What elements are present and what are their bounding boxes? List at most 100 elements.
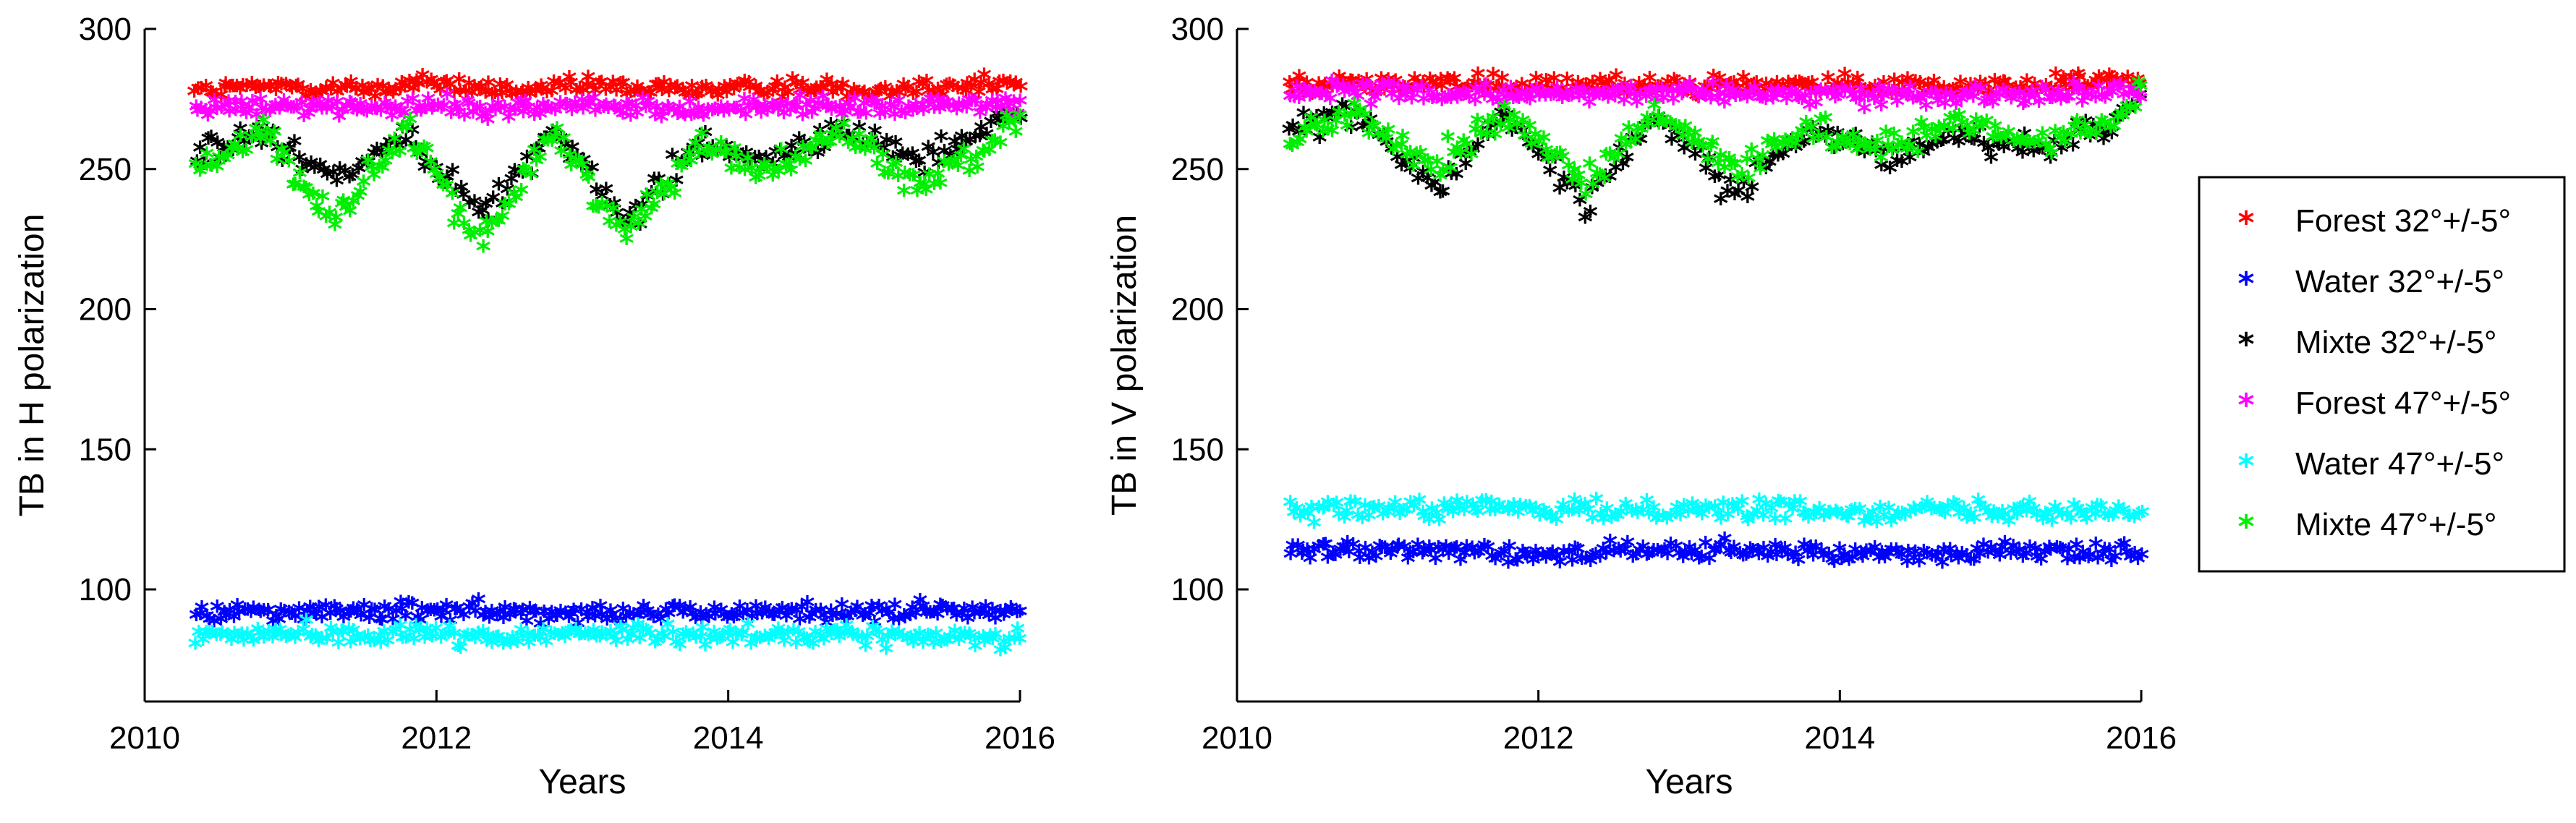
data-point: * (289, 74, 304, 107)
data-point: * (488, 81, 503, 114)
data-point: * (443, 73, 458, 106)
x-tick-label: 2016 (985, 720, 1055, 756)
data-point: * (572, 76, 587, 109)
data-point: * (869, 80, 884, 114)
data-point: * (846, 77, 862, 111)
data-point: * (433, 78, 448, 111)
data-point: * (670, 74, 685, 108)
data-point: * (807, 79, 822, 112)
data-point: * (579, 73, 595, 106)
data-point: * (558, 77, 573, 110)
legend-marker: * (2237, 387, 2254, 424)
data-point: * (522, 82, 537, 116)
data-point: * (245, 71, 260, 104)
x-tick-label: 2014 (1804, 720, 1875, 756)
data-point: * (527, 78, 543, 111)
data-point: * (474, 75, 489, 108)
data-point: * (217, 74, 232, 108)
data-point: * (303, 79, 318, 112)
data-point: * (1013, 103, 1028, 137)
data-point: * (793, 77, 808, 111)
data-point: * (464, 81, 480, 114)
data-point: * (540, 80, 555, 114)
data-point: * (748, 74, 763, 108)
data-point: * (406, 77, 421, 110)
data-point: * (705, 79, 720, 112)
legend-marker: * (2237, 265, 2254, 302)
data-point: * (208, 85, 224, 118)
data-point: * (2134, 542, 2149, 576)
legend-label: Forest 47°+/-5° (2295, 385, 2511, 421)
data-point: * (648, 72, 663, 106)
data-point: * (295, 77, 310, 111)
data-point: * (733, 72, 748, 106)
data-point: * (315, 80, 330, 113)
data-point: * (2133, 74, 2148, 108)
data-point: * (218, 72, 234, 105)
data-point: * (453, 79, 468, 112)
data-point: * (651, 72, 666, 106)
data-point: * (529, 79, 544, 112)
data-point: * (824, 73, 839, 106)
data-points: ****************************************… (1281, 62, 2149, 584)
data-point: * (781, 80, 796, 114)
data-point: * (250, 75, 265, 108)
data-point: * (402, 69, 417, 102)
data-point: * (502, 80, 517, 113)
data-point: * (561, 66, 577, 99)
data-point: * (271, 72, 286, 105)
data-point: * (388, 77, 403, 111)
data-point: * (274, 72, 289, 106)
y-tick-label: 300 (1171, 12, 1224, 47)
data-point: * (318, 76, 333, 109)
x-axis-title: Years (1646, 763, 1733, 801)
data-point: * (213, 83, 229, 116)
data-point: * (330, 80, 345, 114)
data-point: * (305, 82, 320, 116)
data-point: * (668, 76, 683, 109)
data-point: * (592, 71, 607, 104)
data-point: * (955, 77, 970, 110)
data-point: * (663, 74, 679, 107)
data-point: * (504, 82, 519, 116)
data-point: * (586, 74, 601, 108)
data-point: * (896, 72, 911, 106)
data-point: * (788, 72, 804, 105)
data-point: * (451, 67, 467, 101)
data-point: * (472, 77, 487, 110)
data-point: * (521, 77, 536, 110)
data-point: * (958, 79, 974, 112)
data-point: * (623, 80, 638, 114)
data-point: * (839, 85, 854, 119)
data-point: * (349, 77, 364, 110)
data-point: * (930, 77, 945, 110)
data-point: * (480, 71, 496, 104)
data-point: * (375, 74, 391, 108)
data-point: * (803, 81, 818, 114)
data-point: * (785, 67, 800, 100)
data-point: * (2135, 500, 2150, 533)
data-point: * (409, 69, 425, 102)
data-point: * (222, 74, 237, 108)
data-point: * (862, 85, 877, 118)
data-point: * (775, 85, 790, 119)
data-point: * (768, 75, 783, 108)
data-point: * (356, 81, 371, 114)
y-axis-title: TB in H polarization (13, 214, 51, 517)
data-point: * (770, 70, 785, 103)
data-point: * (551, 71, 566, 104)
data-point: * (203, 80, 218, 114)
data-point: * (323, 77, 339, 111)
data-point: * (495, 81, 510, 114)
data-point: * (691, 82, 706, 115)
x-tick-label: 2010 (109, 720, 180, 756)
y-axis-title: TB in V polarization (1105, 215, 1144, 516)
data-point: * (411, 72, 426, 106)
data-point: * (420, 71, 435, 104)
legend-marker: * (2237, 448, 2254, 485)
data-point: * (499, 73, 514, 106)
legend-label: Water 32°+/-5° (2295, 264, 2504, 299)
data-point: * (710, 84, 726, 117)
data-point: * (795, 72, 810, 105)
data-point: * (354, 74, 370, 107)
